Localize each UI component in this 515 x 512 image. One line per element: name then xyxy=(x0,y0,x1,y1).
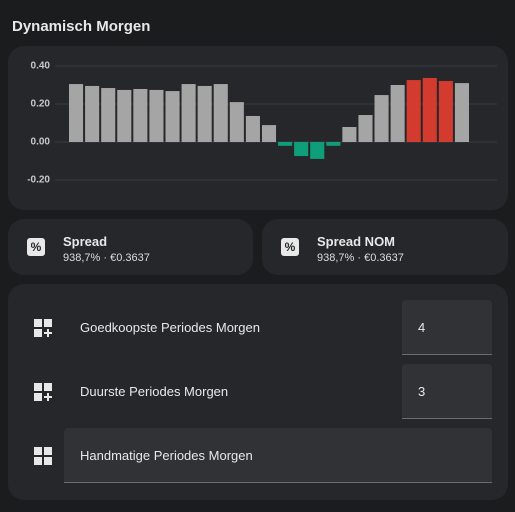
select-input[interactable]: Handmatige Periodes Morgen xyxy=(64,428,492,483)
svg-text:%: % xyxy=(31,240,42,254)
y-tick-label: 0.40 xyxy=(31,61,51,72)
bar xyxy=(326,142,341,146)
card-state: 938,7% · €0.3637 xyxy=(317,252,404,264)
grid-plus-icon xyxy=(34,319,52,337)
spread-nom-card[interactable]: % Spread NOM 938,7% · €0.3637 xyxy=(262,219,508,275)
entity-name: Duurste Periodes Morgen xyxy=(80,384,229,399)
bar xyxy=(213,84,228,142)
entities-card: Goedkoopste Periodes Morgen 4 Duurste Pe… xyxy=(8,284,508,500)
entity-name: Goedkoopste Periodes Morgen xyxy=(80,320,260,335)
input-value: 3 xyxy=(418,384,426,399)
y-tick-label: 0.20 xyxy=(31,99,51,110)
card-state: 938,7% · €0.3637 xyxy=(63,252,150,264)
title: Dynamisch Morgen xyxy=(12,18,151,35)
bar xyxy=(310,142,325,159)
bar xyxy=(261,125,277,142)
bar xyxy=(117,89,132,142)
number-input[interactable]: 3 xyxy=(402,364,492,419)
bar xyxy=(165,91,180,142)
spread-card[interactable]: % Spread 938,7% · €0.3637 xyxy=(8,219,253,275)
input-value: 4 xyxy=(418,320,426,335)
card-title: Spread NOM xyxy=(317,234,396,249)
bar xyxy=(197,85,212,142)
bar xyxy=(229,102,244,142)
bar xyxy=(390,85,405,142)
bar xyxy=(101,88,116,142)
entity-name: Handmatige Periodes Morgen xyxy=(80,448,253,463)
y-tick-label: -0.20 xyxy=(27,175,50,186)
bar xyxy=(422,77,437,142)
bar xyxy=(149,89,164,142)
grid-plus-icon xyxy=(34,383,52,401)
percent-icon: % xyxy=(281,238,299,256)
grid-icon xyxy=(34,447,52,465)
bar xyxy=(245,115,260,142)
bar xyxy=(181,84,196,142)
bar xyxy=(358,115,373,142)
bar xyxy=(69,84,84,142)
number-input[interactable]: 4 xyxy=(402,300,492,355)
bar xyxy=(406,80,421,142)
bar xyxy=(454,83,469,142)
bar xyxy=(85,85,100,142)
bar xyxy=(438,81,453,142)
bar xyxy=(278,142,293,146)
percent-icon: % xyxy=(27,238,45,256)
bar xyxy=(133,88,148,142)
bar xyxy=(342,126,357,142)
card-title: Spread xyxy=(63,234,108,249)
y-tick-label: 0.00 xyxy=(31,137,51,148)
bar xyxy=(294,142,309,157)
bar xyxy=(374,95,389,142)
svg-text:%: % xyxy=(285,240,296,254)
